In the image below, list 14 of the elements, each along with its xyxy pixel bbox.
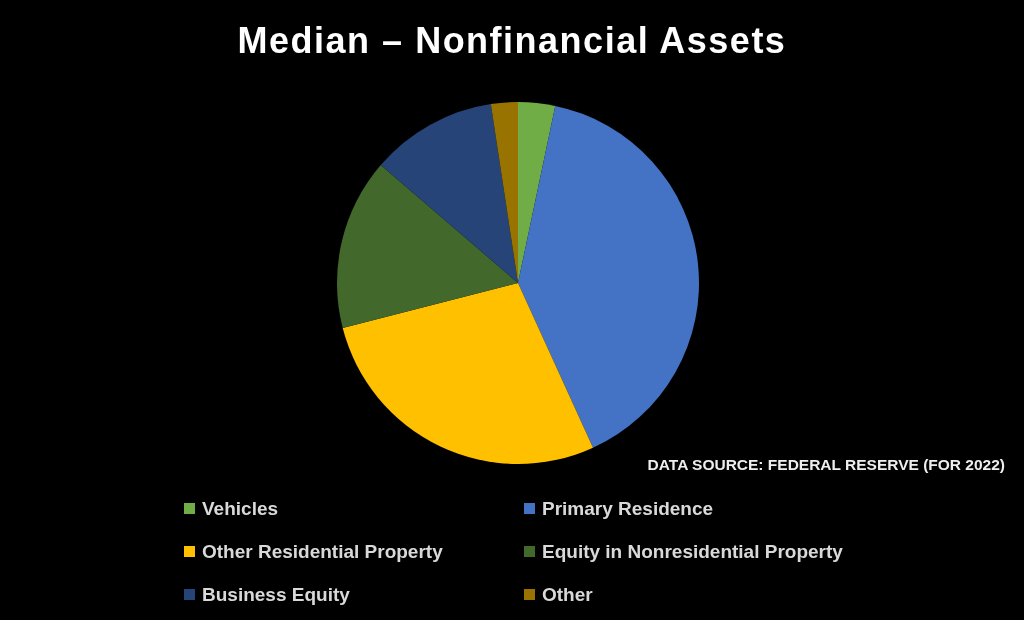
source-note: DATA SOURCE: FEDERAL RESERVE (FOR 2022): [647, 455, 1005, 475]
legend-label: Equity in Nonresidential Property: [542, 540, 843, 563]
legend-label: Other: [542, 583, 593, 606]
legend-label: Other Residential Property: [202, 540, 443, 563]
pie-slice: [518, 102, 556, 283]
legend-label: Business Equity: [202, 583, 350, 606]
pie-slice: [380, 104, 518, 283]
pie-slice: [337, 165, 518, 329]
pie-slice: [490, 102, 518, 283]
pie-slice: [518, 105, 699, 448]
legend-label: Primary Residence: [542, 497, 714, 520]
pie-slice: [342, 283, 593, 464]
chart-title: Median – Nonfinancial Assets: [236, 19, 788, 63]
legend-label: Vehicles: [202, 497, 279, 520]
